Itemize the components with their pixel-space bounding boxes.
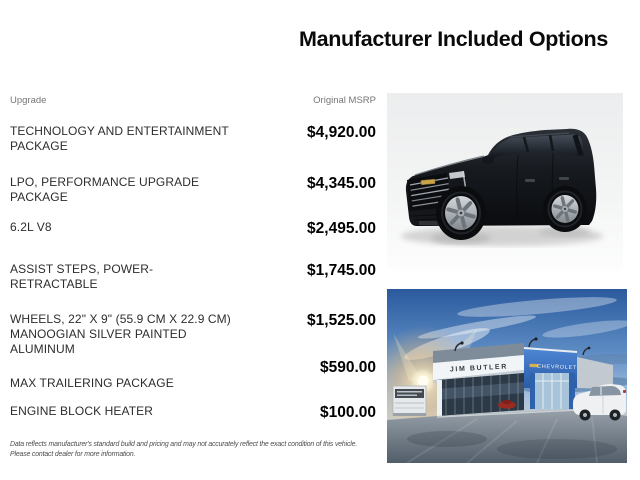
entrance-flank <box>569 373 575 409</box>
table-row: TECHNOLOGY AND ENTERTAINMENT PACKAGE $4,… <box>10 124 376 154</box>
option-label: WHEELS, 22" X 9" (55.9 CM X 22.9 CM) MAN… <box>10 312 231 356</box>
table-row: ENGINE BLOCK HEATER $100.00 <box>10 404 376 422</box>
door-seam <box>516 154 519 222</box>
brand-sign: CHEVROLET <box>537 364 577 371</box>
chevrolet-bowtie-icon <box>529 363 539 368</box>
dealership-building: JIM BUTLER CHEVROLET <box>433 337 613 417</box>
option-label: ASSIST STEPS, POWER- RETRACTABLE <box>10 262 154 291</box>
option-price: $4,920.00 <box>307 124 376 141</box>
table-row: ASSIST STEPS, POWER- RETRACTABLE $1,745.… <box>10 262 376 292</box>
disclaimer-line: Please contact dealer for more informati… <box>10 451 136 458</box>
option-price: $100.00 <box>319 404 376 421</box>
parked-red-car <box>498 399 516 409</box>
option-price: $590.00 <box>319 359 376 376</box>
suv-illustration <box>405 128 597 240</box>
taillight <box>623 390 626 393</box>
lamp-head <box>460 341 464 345</box>
roof-rail <box>508 132 570 138</box>
entrance-flank <box>530 373 535 409</box>
option-label: 6.2L V8 <box>10 220 52 234</box>
rear-wheel <box>543 186 587 232</box>
disclaimer: Data reflects manufacturer's standard bu… <box>10 440 376 460</box>
d-pillar <box>572 134 584 156</box>
canopy-roof <box>433 343 524 363</box>
option-label: TECHNOLOGY AND ENTERTAINMENT PACKAGE <box>10 124 229 153</box>
side-mirror <box>482 156 494 164</box>
page-title: Manufacturer Included Options <box>298 27 608 51</box>
option-label: LPO, PERFORMANCE UPGRADE PACKAGE <box>10 175 200 204</box>
option-label: ENGINE BLOCK HEATER <box>10 404 154 418</box>
disclaimer-line: Data reflects manufacturer's standard bu… <box>10 441 358 448</box>
option-price: $1,525.00 <box>307 312 376 329</box>
pavement-streaks <box>406 416 598 463</box>
building-right-wing <box>577 357 613 389</box>
entrance-frames <box>535 373 569 409</box>
canopy-fascia <box>433 355 524 380</box>
dealership-photo: JIM BUTLER CHEVROLET <box>387 289 627 463</box>
roadside-sign-trailer <box>392 385 427 416</box>
option-price: $2,495.00 <box>307 220 376 237</box>
suv-glass <box>490 134 584 158</box>
white-suv <box>573 384 626 421</box>
hood-highlight <box>414 155 485 176</box>
option-label: MAX TRAILERING PACKAGE <box>10 376 174 390</box>
c-pillar <box>548 134 555 152</box>
lamp-head <box>587 346 591 350</box>
table-row: LPO, PERFORMANCE UPGRADE PACKAGE $4,345.… <box>10 175 376 205</box>
chevrolet-bowtie-icon <box>420 179 436 185</box>
dealer-name-sign: JIM BUTLER <box>450 363 508 373</box>
table-row: WHEELS, 22" X 9" (55.9 CM X 22.9 CM) MAN… <box>10 312 376 357</box>
table-row: 6.2L V8 $2,495.00 <box>10 220 376 238</box>
column-header-upgrade: Upgrade <box>10 95 47 106</box>
vehicle-photo <box>387 93 623 270</box>
table-header-row: Upgrade Original MSRP <box>10 95 376 106</box>
option-price: $1,745.00 <box>307 262 376 279</box>
corner-pillar <box>437 380 442 417</box>
options-table: Upgrade Original MSRP TECHNOLOGY AND ENT… <box>10 95 376 460</box>
lamp-head <box>534 337 538 341</box>
b-pillar <box>522 136 530 153</box>
photo-column: JIM BUTLER CHEVROLET <box>387 93 628 463</box>
column-header-msrp: Original MSRP <box>313 95 376 106</box>
door-handle <box>525 179 535 182</box>
glass-reflection <box>437 382 524 400</box>
door-handle <box>559 177 569 180</box>
option-price: $4,345.00 <box>307 175 376 192</box>
table-row: MAX TRAILERING PACKAGE $590.00 <box>10 359 376 391</box>
front-wheel <box>436 186 486 240</box>
